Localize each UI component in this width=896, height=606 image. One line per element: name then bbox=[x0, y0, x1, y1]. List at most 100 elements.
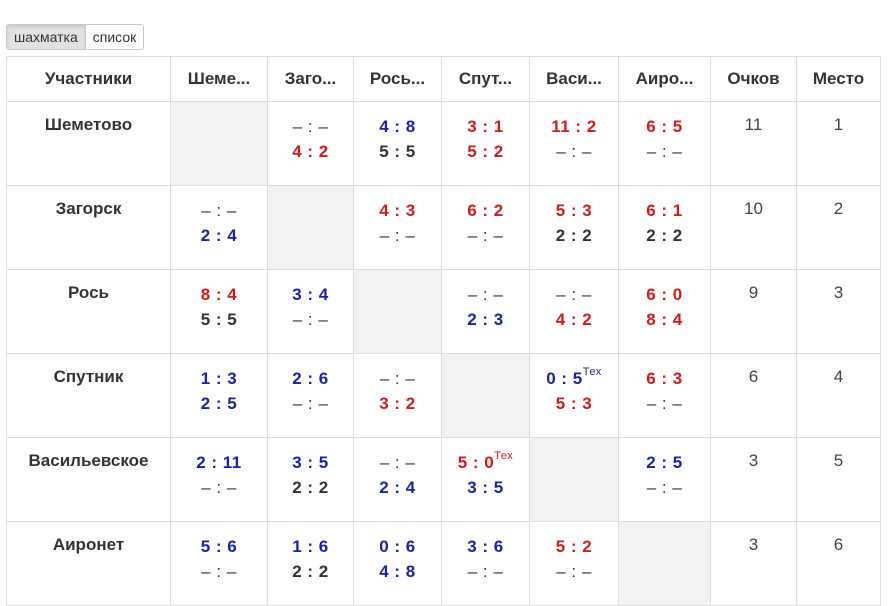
match-score[interactable]: – : – bbox=[530, 139, 618, 164]
match-score[interactable]: 5 : 2 bbox=[442, 139, 529, 164]
points-value: 3 bbox=[710, 437, 797, 522]
team-name[interactable]: Шеметово bbox=[6, 101, 171, 186]
match-score[interactable]: 5 : 5 bbox=[171, 307, 267, 332]
match-score[interactable]: – : – bbox=[619, 139, 710, 164]
match-score[interactable]: – : – bbox=[354, 450, 441, 475]
match-score[interactable]: 2 : 6 bbox=[268, 366, 353, 391]
match-score[interactable]: – : – bbox=[530, 282, 618, 307]
match-score[interactable]: 5 : 3 bbox=[530, 198, 618, 223]
score-text: 4 : 2 bbox=[555, 310, 593, 329]
match-score[interactable]: 4 : 8 bbox=[354, 114, 441, 139]
match-score[interactable]: 2 : 4 bbox=[354, 475, 441, 500]
score-text: 4 : 3 bbox=[379, 201, 416, 220]
match-score[interactable]: 4 : 2 bbox=[530, 307, 618, 332]
column-header-team-2[interactable]: Заго... bbox=[267, 56, 354, 102]
score-text: 2 : 4 bbox=[379, 478, 416, 497]
match-score[interactable]: 0 : 6 bbox=[354, 534, 441, 559]
match-cell: 4 : 8 5 : 5 bbox=[353, 101, 442, 186]
score-text: 5 : 3 bbox=[555, 201, 593, 220]
match-score[interactable]: 5 : 2 bbox=[530, 534, 618, 559]
match-score[interactable]: 6 : 5 bbox=[619, 114, 710, 139]
match-score[interactable]: – : – bbox=[268, 114, 353, 139]
match-score[interactable]: 5 : 6 bbox=[171, 534, 267, 559]
place-value: 3 bbox=[796, 269, 881, 354]
match-score[interactable]: 4 : 2 bbox=[268, 139, 353, 164]
match-score[interactable]: 5 : 3 bbox=[530, 391, 618, 416]
match-score[interactable]: – : – bbox=[619, 475, 710, 500]
match-score[interactable]: 3 : 5 bbox=[268, 450, 353, 475]
match-score[interactable]: 3 : 4 bbox=[268, 282, 353, 307]
match-score[interactable]: – : – bbox=[442, 223, 529, 248]
score-text: 6 : 5 bbox=[646, 117, 683, 136]
column-header-participants[interactable]: Участники bbox=[6, 56, 171, 102]
match-score[interactable]: – : – bbox=[171, 475, 267, 500]
match-score[interactable]: – : – bbox=[442, 282, 529, 307]
team-name[interactable]: Загорск bbox=[6, 185, 171, 270]
match-score[interactable]: 2 : 4 bbox=[171, 223, 267, 248]
column-header-team-3[interactable]: Рось... bbox=[353, 56, 442, 102]
match-score[interactable]: 6 : 1 bbox=[619, 198, 710, 223]
match-score[interactable]: 3 : 6 bbox=[442, 534, 529, 559]
match-score[interactable]: 2 : 2 bbox=[619, 223, 710, 248]
table-row: Рось 8 : 4 5 : 5 3 : 4 – : – – : – 2 : 3 – : – 4… bbox=[6, 269, 881, 354]
column-header-place[interactable]: Место bbox=[796, 56, 881, 102]
match-score[interactable]: – : – bbox=[530, 559, 618, 584]
match-score[interactable]: 4 : 3 bbox=[354, 198, 441, 223]
score-text: – : – bbox=[467, 285, 504, 304]
team-name[interactable]: Васильевское bbox=[6, 437, 171, 522]
match-score[interactable]: 2 : 5 bbox=[619, 450, 710, 475]
match-score[interactable]: 6 : 2 bbox=[442, 198, 529, 223]
match-score[interactable]: 5 : 0Тех bbox=[442, 450, 529, 475]
match-score[interactable]: 0 : 5Тех bbox=[530, 366, 618, 391]
match-cell: 2 : 6 – : – bbox=[267, 353, 354, 438]
list-view-button[interactable]: список bbox=[84, 25, 144, 49]
match-cell: 6 : 3 – : – bbox=[618, 353, 711, 438]
column-header-team-6[interactable]: Аиро... bbox=[618, 56, 711, 102]
match-score[interactable]: – : – bbox=[354, 223, 441, 248]
match-score[interactable]: 1 : 3 bbox=[171, 366, 267, 391]
score-text: 0 : 5 bbox=[546, 369, 583, 388]
match-score[interactable]: 8 : 4 bbox=[171, 282, 267, 307]
match-score[interactable]: – : – bbox=[619, 391, 710, 416]
match-score[interactable]: 1 : 6 bbox=[268, 534, 353, 559]
column-header-team-4[interactable]: Спут... bbox=[441, 56, 530, 102]
match-score[interactable]: – : – bbox=[354, 366, 441, 391]
match-score[interactable]: 2 : 3 bbox=[442, 307, 529, 332]
match-score[interactable]: 3 : 1 bbox=[442, 114, 529, 139]
place-value: 6 bbox=[796, 521, 881, 606]
match-score[interactable]: – : – bbox=[268, 391, 353, 416]
match-score[interactable]: – : – bbox=[171, 559, 267, 584]
column-header-points[interactable]: Очков bbox=[710, 56, 797, 102]
score-text: 5 : 5 bbox=[200, 310, 238, 329]
match-score[interactable]: – : – bbox=[268, 307, 353, 332]
match-score[interactable]: 6 : 0 bbox=[619, 282, 710, 307]
match-score[interactable]: 6 : 3 bbox=[619, 366, 710, 391]
column-header-team-1[interactable]: Шеме... bbox=[170, 56, 268, 102]
match-score[interactable]: 3 : 2 bbox=[354, 391, 441, 416]
match-cell: 2 : 5 – : – bbox=[618, 437, 711, 522]
table-row: Аиронет 5 : 6 – : – 1 : 6 2 : 2 0 : 6 4 : 8 3 :… bbox=[6, 521, 881, 606]
match-score[interactable]: 3 : 5 bbox=[442, 475, 529, 500]
score-text: – : – bbox=[292, 117, 329, 136]
match-score[interactable]: – : – bbox=[171, 198, 267, 223]
match-score[interactable]: 5 : 5 bbox=[354, 139, 441, 164]
score-text: 4 : 8 bbox=[379, 117, 416, 136]
match-cell: 3 : 4 – : – bbox=[267, 269, 354, 354]
points-value: 6 bbox=[710, 353, 797, 438]
column-header-team-5[interactable]: Васи... bbox=[529, 56, 619, 102]
match-score[interactable]: 2 : 5 bbox=[171, 391, 267, 416]
team-name[interactable]: Аиронет bbox=[6, 521, 171, 606]
score-text: – : – bbox=[292, 310, 329, 329]
match-score[interactable]: 2 : 2 bbox=[268, 559, 353, 584]
grid-view-button[interactable]: шахматка bbox=[7, 25, 85, 49]
score-text: – : – bbox=[201, 478, 237, 497]
match-score[interactable]: 2 : 2 bbox=[530, 223, 618, 248]
match-score[interactable]: 8 : 4 bbox=[619, 307, 710, 332]
team-name[interactable]: Рось bbox=[6, 269, 171, 354]
match-score[interactable]: – : – bbox=[442, 559, 529, 584]
team-name[interactable]: Спутник bbox=[6, 353, 171, 438]
match-score[interactable]: 11 : 2 bbox=[530, 114, 618, 139]
match-score[interactable]: 4 : 8 bbox=[354, 559, 441, 584]
match-score[interactable]: 2 : 11 bbox=[171, 450, 267, 475]
match-score[interactable]: 2 : 2 bbox=[268, 475, 353, 500]
